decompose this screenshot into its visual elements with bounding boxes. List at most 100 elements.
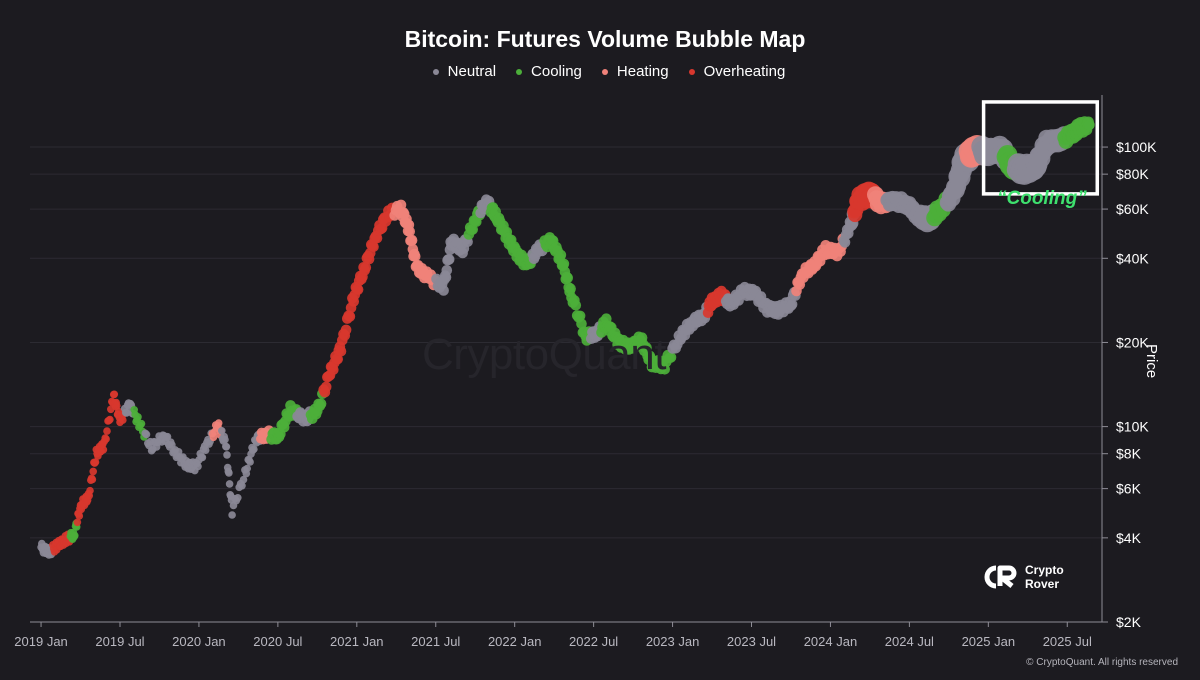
y-tick-label: $40K [1116, 250, 1149, 266]
bubble-point [250, 445, 258, 454]
bubble-point [562, 272, 573, 284]
legend-dot-overheating [688, 68, 695, 75]
x-tick-label: 2021 Jan [330, 634, 384, 649]
legend-item-heating[interactable]: Heating [601, 63, 669, 80]
bubble-point [102, 435, 110, 443]
bubble-point [786, 299, 798, 310]
y-tick-label: $4K [1116, 530, 1142, 546]
x-tick-label: 2025 Jul [1043, 634, 1092, 649]
x-tick-label: 2021 Jul [411, 634, 460, 649]
annotation-cooling: “Cooling” [997, 188, 1087, 209]
y-tick-label: $80K [1116, 166, 1149, 182]
x-tick-label: 2024 Jan [804, 634, 858, 649]
x-tick-label: 2024 Jul [885, 634, 934, 649]
legend-dot-heating [601, 68, 608, 75]
bubble-point [73, 518, 82, 527]
bubble-point [218, 427, 226, 435]
bubble-point [404, 226, 416, 237]
bubble-point [163, 432, 172, 441]
chart-title: Bitcoin: Futures Volume Bubble Map [404, 26, 806, 52]
legend-item-neutral[interactable]: Neutral [432, 63, 497, 80]
bubble-point [352, 284, 364, 295]
legend-label-heating: Heating [616, 63, 669, 80]
crypto-rover-logo-icon [984, 565, 1017, 589]
x-tick-label: 2023 Jul [727, 634, 776, 649]
y-tick-label: $100K [1116, 139, 1157, 155]
bubble-point [555, 249, 567, 261]
bubble-point [86, 486, 94, 495]
x-tick-label: 2020 Jan [172, 634, 226, 649]
x-tick-label: 2022 Jul [569, 634, 618, 649]
bubble-point [88, 475, 97, 484]
y-tick-label: $2K [1116, 614, 1142, 630]
bubble-point [225, 469, 233, 477]
y-axis-title: Price [1143, 344, 1160, 379]
bubble-point [234, 494, 242, 502]
watermark: CryptoQuant [422, 330, 666, 379]
copyright-text: © CryptoQuant. All rights reserved [1026, 657, 1178, 668]
x-tick-label: 2019 Jul [95, 634, 144, 649]
bubble-point [119, 416, 127, 424]
bubble-point [239, 475, 248, 484]
legend-item-overheating[interactable]: Overheating [688, 63, 786, 80]
y-tick-label: $6K [1116, 481, 1142, 497]
y-tick-label: $60K [1116, 201, 1149, 217]
bubble-point [570, 299, 582, 311]
bubble-point [142, 430, 151, 439]
bubble-point [134, 413, 142, 421]
legend-item-cooling[interactable]: Cooling [516, 63, 582, 80]
bubble-point [443, 254, 455, 265]
bubble-point [75, 512, 84, 520]
bubble-point [89, 467, 97, 476]
brand-line-1: Crypto [1025, 563, 1064, 577]
brand-name: Crypto Rover [1025, 563, 1064, 591]
bubble-point [201, 446, 210, 455]
bubble-point [106, 415, 114, 424]
bubble-point [409, 251, 421, 262]
legend-label-overheating: Overheating [703, 63, 786, 80]
y-tick-label: $10K [1116, 419, 1149, 435]
bubble-point [406, 234, 418, 246]
bubble-point [315, 398, 327, 410]
legend-dot-neutral [432, 68, 439, 75]
bubble-point [360, 262, 372, 273]
legend-label-neutral: Neutral [447, 63, 497, 80]
x-tick-label: 2019 Jan [14, 634, 68, 649]
bubble-point [137, 419, 146, 428]
bubble-point [238, 482, 246, 490]
brand-logo-block: Crypto Rover [980, 563, 1064, 591]
bubble-point [103, 427, 111, 435]
x-tick-label: 2025 Jan [962, 634, 1016, 649]
bubble-point [243, 464, 251, 473]
bubble-point [665, 352, 677, 363]
brand-line-2: Rover [1025, 577, 1060, 591]
bubble-point [71, 531, 79, 540]
bubble-point [558, 258, 570, 270]
y-tick-label: $8K [1116, 446, 1142, 462]
x-tick-label: 2022 Jan [488, 634, 542, 649]
legend-label-cooling: Cooling [531, 63, 582, 80]
bubble-point [228, 511, 236, 519]
bubble-point [222, 443, 231, 451]
legend: Neutral Cooling Heating Overheating [0, 63, 1200, 80]
bubble-point [438, 285, 449, 296]
x-tick-label: 2023 Jan [646, 634, 700, 649]
bubble-point [214, 419, 223, 427]
x-tick-label: 2020 Jul [253, 634, 302, 649]
bubble-point [221, 435, 229, 444]
bubble-point [246, 458, 254, 466]
bubble-point [223, 451, 231, 459]
bubble-point [574, 310, 586, 322]
bubble-point [340, 324, 352, 336]
legend-dot-cooling [516, 68, 523, 75]
bubble-point [1084, 119, 1095, 131]
bubble-point [194, 462, 202, 471]
bubble-point [99, 446, 108, 454]
bubble-point [565, 283, 576, 295]
bubble-point [441, 265, 453, 276]
bubble-point [368, 241, 379, 252]
y-tick-label: $20K [1116, 334, 1149, 350]
annotation-box [981, 100, 1100, 196]
bubble-point [335, 346, 347, 357]
